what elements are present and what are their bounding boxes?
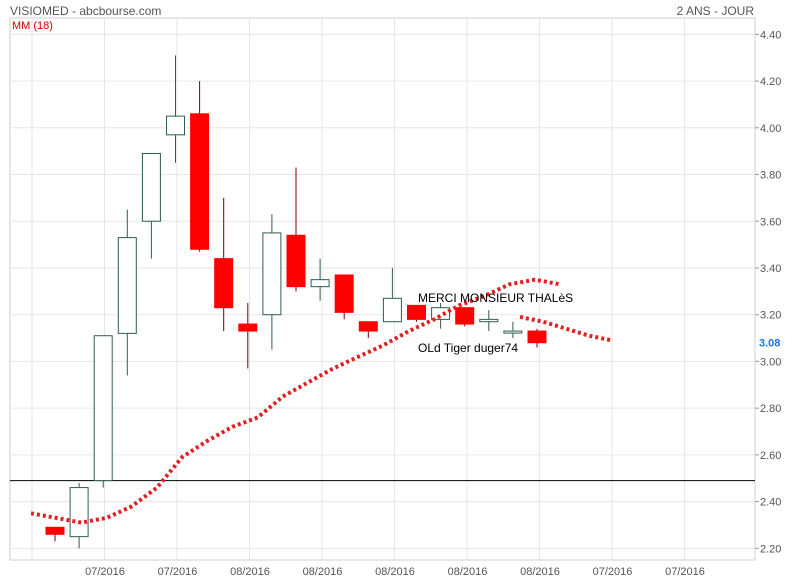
candle-body-down bbox=[527, 330, 547, 344]
candle-body-down bbox=[238, 323, 258, 332]
y-tick-label: 2.20 bbox=[760, 543, 781, 555]
candle-body-down bbox=[334, 274, 354, 313]
vertical-gridlines bbox=[31, 18, 685, 560]
candle-body-up bbox=[431, 307, 451, 320]
candle-body-up bbox=[503, 330, 523, 334]
x-tick-label: 07/2016 bbox=[593, 566, 633, 578]
annotation-text: OLd Tiger duger74 bbox=[418, 341, 518, 355]
y-tick-label: 4.00 bbox=[760, 123, 781, 135]
moving-average-line bbox=[30, 277, 561, 525]
candle-body-up bbox=[310, 279, 330, 288]
candle-body-down bbox=[358, 321, 378, 332]
x-tick-label: 08/2016 bbox=[230, 566, 270, 578]
x-tick-label: 07/2016 bbox=[85, 566, 125, 578]
chart-period: 2 ANS - JOUR bbox=[676, 4, 754, 18]
y-tick-label: 3.60 bbox=[760, 216, 781, 228]
candle-body-down bbox=[190, 113, 210, 250]
last-price-tag bbox=[756, 334, 792, 351]
x-tick-label: 08/2016 bbox=[448, 566, 488, 578]
x-tick-label: 07/2016 bbox=[158, 566, 198, 578]
x-tick-label: 08/2016 bbox=[375, 566, 415, 578]
y-tick-label: 4.20 bbox=[760, 76, 781, 88]
candle-body-up bbox=[141, 153, 161, 222]
x-tick-label: 07/2016 bbox=[665, 566, 705, 578]
candles-group bbox=[45, 55, 547, 549]
candle-body-up bbox=[117, 237, 137, 334]
candle-body-up bbox=[93, 335, 113, 482]
candle-body-up bbox=[479, 318, 499, 323]
candle-body-up bbox=[382, 297, 402, 323]
y-tick-label: 2.60 bbox=[760, 450, 781, 462]
x-tick-label: 08/2016 bbox=[520, 566, 560, 578]
plot-frame bbox=[9, 17, 756, 561]
annotation-text: MERCI MONSIEUR THALèS bbox=[418, 291, 573, 305]
candle-body-up bbox=[69, 487, 89, 538]
y-tick-label: 2.40 bbox=[760, 497, 781, 509]
y-tick-label: 3.00 bbox=[760, 356, 781, 368]
y-tick-label: 3.80 bbox=[760, 170, 781, 182]
candle-body-down bbox=[286, 234, 306, 288]
last-price-group: 3.08 bbox=[756, 334, 792, 351]
moving-average-line-extension bbox=[519, 315, 613, 343]
y-tick-label: 3.20 bbox=[760, 310, 781, 322]
y-tick-label: 4.40 bbox=[760, 29, 781, 41]
candle-body-down bbox=[214, 258, 234, 309]
last-price-label: 3.08 bbox=[759, 338, 780, 350]
candle-body-up bbox=[166, 115, 185, 136]
chart-title: VISIOMED - abcbourse.com bbox=[10, 4, 162, 18]
candle-body-up bbox=[262, 232, 282, 316]
candle-body-down bbox=[455, 307, 475, 325]
moving-average-group bbox=[30, 277, 613, 525]
candle-body-down bbox=[45, 526, 65, 535]
y-axis: 4.40 4.20 4.00 3.80 3.60 3.40 3.20 3.00 2.80 2.60… bbox=[10, 29, 781, 555]
candle-body-down bbox=[407, 304, 426, 320]
x-axis: 07/2016 07/2016 08/2016 08/2016 08/2016 08/20… bbox=[85, 566, 705, 578]
y-tick-label: 3.40 bbox=[760, 263, 781, 275]
annotations-group: MERCI MONSIEUR THALèS OLd Tiger duger74 bbox=[418, 291, 573, 355]
y-tick-label: 2.80 bbox=[760, 403, 781, 415]
x-tick-label: 08/2016 bbox=[303, 566, 343, 578]
